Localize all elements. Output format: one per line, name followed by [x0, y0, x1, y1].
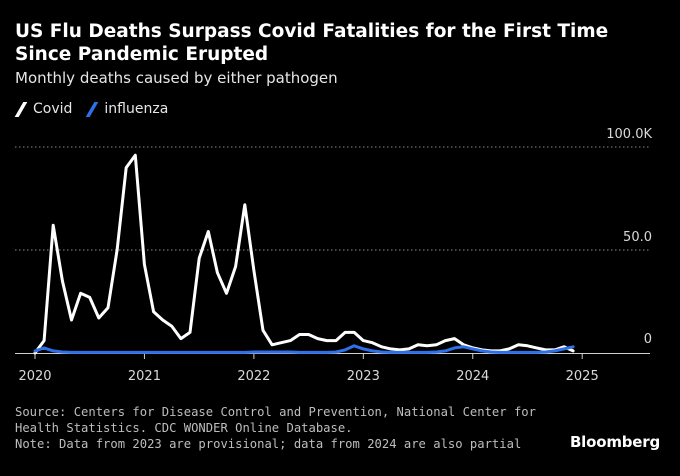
- x-tick-label-4: 2024: [456, 369, 489, 384]
- legend: Covid influenza: [14, 101, 182, 117]
- x-tick-label-5: 2025: [566, 369, 599, 384]
- x-tick-label-2: 2022: [237, 369, 270, 384]
- chart-footer: Source: Centers for Disease Control and …: [15, 404, 555, 452]
- x-tick-label-3: 2023: [347, 369, 380, 384]
- source-line-1: Source: Centers for Disease Control and …: [15, 405, 536, 419]
- series-line-influenza: [33, 344, 575, 354]
- legend-item-influenza: influenza: [86, 101, 168, 117]
- chart-subtitle: Monthly deaths caused by either pathogen: [15, 69, 338, 87]
- x-tick-label-1: 2021: [128, 369, 161, 384]
- series-line-covid: [33, 153, 575, 355]
- legend-label-influenza: influenza: [104, 101, 169, 117]
- bloomberg-logo: Bloomberg: [569, 433, 660, 451]
- legend-item-covid: Covid: [14, 101, 73, 117]
- legend-label-covid: Covid: [33, 101, 73, 117]
- chart-title: US Flu Deaths Surpass Covid Fatalities f…: [15, 21, 609, 65]
- source-line-2: Health Statistics. CDC WONDER Online Dat…: [15, 421, 353, 435]
- y-tick-label-2: 100.0K: [606, 127, 652, 142]
- note-line: Note: Data from 2023 are provisional; da…: [15, 437, 522, 451]
- y-tick-label-0: 0: [644, 332, 652, 347]
- y-tick-label-1: 50.0: [623, 230, 652, 245]
- line-chart: 0 50.0 100.0K 2020 2021 2022 2023 2024 2025: [15, 127, 652, 384]
- x-tick-label-0: 2020: [18, 369, 51, 384]
